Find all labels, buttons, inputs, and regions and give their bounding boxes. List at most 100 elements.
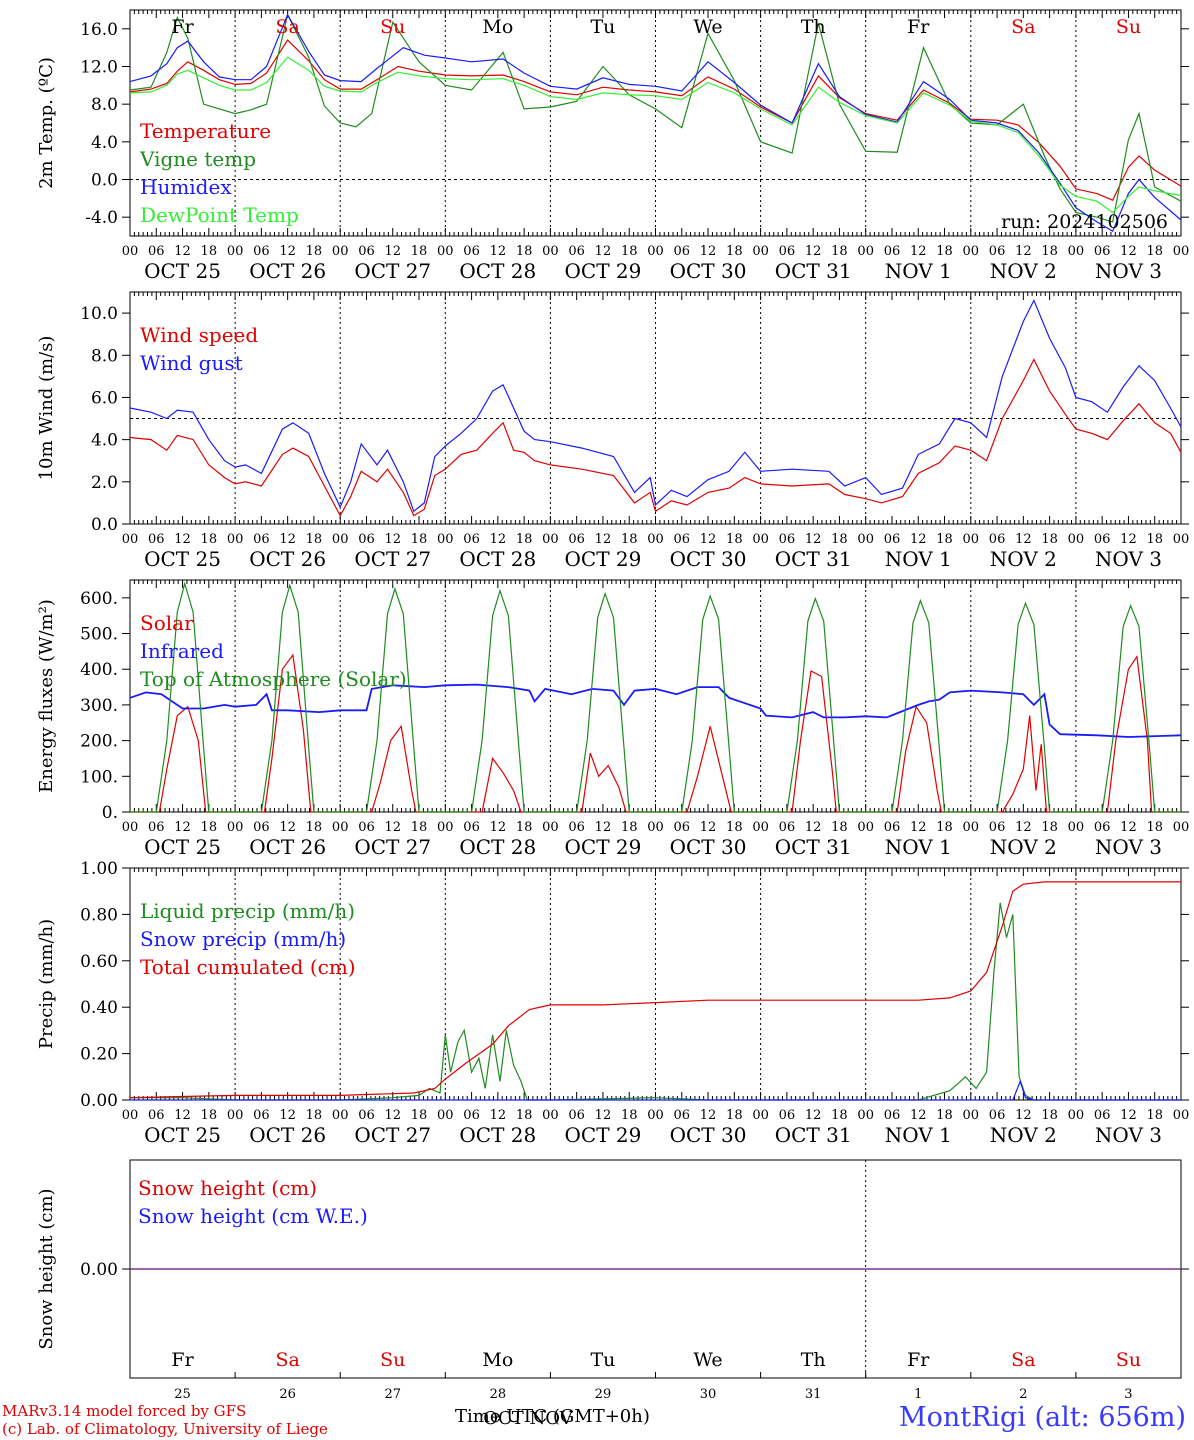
hour-tick-label: 00 (542, 1108, 559, 1123)
hour-tick-label: 18 (726, 820, 743, 835)
hour-tick-label: 06 (253, 1108, 270, 1123)
weekday-label: Mo (482, 16, 513, 38)
month-overprint: OCT NOV (483, 1408, 573, 1429)
y-tick-label: 0.60 (80, 952, 118, 972)
series-line-top-of-atmosphere-solar- (130, 581, 1181, 813)
hour-tick-label: 06 (989, 820, 1006, 835)
hour-tick-label: 18 (201, 244, 218, 259)
hour-tick-label: 18 (411, 532, 428, 547)
hour-tick-label: 18 (831, 1108, 848, 1123)
weekday-label: We (693, 16, 722, 38)
hour-tick-label: 00 (227, 244, 244, 259)
hour-tick-label: 18 (1146, 532, 1163, 547)
hour-tick-label: 00 (437, 532, 454, 547)
weekday-label: Fr (907, 1349, 930, 1371)
day-number-label: 28 (490, 1387, 507, 1402)
y-tick-label: 0.00 (80, 1091, 118, 1111)
hour-tick-label: 18 (1041, 1108, 1058, 1123)
y-tick-label: 0.0 (91, 171, 118, 191)
day-number-label: 26 (279, 1387, 296, 1402)
day-number-label: 1 (914, 1387, 922, 1402)
day-label: NOV 2 (990, 1123, 1057, 1147)
y-axis-label: Snow height (cm) (36, 1188, 57, 1349)
hour-tick-label: 18 (936, 532, 953, 547)
hour-tick-label: 00 (227, 820, 244, 835)
weekday-label: Th (801, 1349, 826, 1371)
day-label: OCT 31 (775, 259, 852, 283)
day-label: OCT 26 (249, 835, 326, 859)
legend-entry: Snow precip (mm/h) (140, 927, 346, 951)
hour-tick-label: 06 (568, 820, 585, 835)
hour-tick-label: 12 (384, 1108, 401, 1123)
hour-tick-label: 00 (1068, 244, 1085, 259)
day-label: OCT 28 (459, 1123, 536, 1147)
hour-tick-label: 00 (647, 532, 664, 547)
series-line-temperature (129, 39, 1182, 201)
y-tick-label: 0.80 (80, 905, 118, 925)
y-tick-label: 0.20 (80, 1045, 118, 1065)
hour-tick-label: 06 (358, 244, 375, 259)
hour-tick-label: 06 (568, 244, 585, 259)
day-number-label: 25 (174, 1387, 191, 1402)
hour-tick-label: 06 (989, 1108, 1006, 1123)
hour-tick-label: 12 (174, 532, 191, 547)
hour-tick-label: 06 (463, 1108, 480, 1123)
hour-tick-label: 12 (490, 244, 507, 259)
weekday-label: Sa (275, 16, 299, 38)
hour-tick-label: 12 (1015, 820, 1032, 835)
hour-tick-label: 00 (122, 820, 139, 835)
hour-tick-label: 12 (595, 532, 612, 547)
day-label: OCT 31 (775, 547, 852, 571)
hour-tick-label: 18 (1041, 532, 1058, 547)
hour-tick-label: 00 (122, 244, 139, 259)
series-line-wind-speed (129, 358, 1182, 517)
hour-tick-label: 18 (726, 532, 743, 547)
hour-tick-label: 06 (989, 244, 1006, 259)
hour-tick-label: 06 (674, 244, 691, 259)
day-label: OCT 27 (354, 547, 431, 571)
hour-tick-label: 18 (516, 820, 533, 835)
hour-tick-label: 00 (647, 820, 664, 835)
legend-entry: Infrared (140, 639, 224, 663)
hour-tick-label: 18 (201, 532, 218, 547)
hour-tick-label: 00 (437, 1108, 454, 1123)
hour-tick-label: 06 (1094, 1108, 1111, 1123)
hour-tick-label: 18 (411, 820, 428, 835)
hour-tick-label: 00 (963, 820, 980, 835)
hour-tick-label: 18 (936, 244, 953, 259)
hour-tick-label: 00 (542, 244, 559, 259)
y-axis-label: Precip (mm/h) (36, 919, 57, 1049)
y-tick-label: 6.0 (91, 388, 118, 408)
hour-tick-label: 12 (1015, 532, 1032, 547)
day-number-label: 30 (700, 1387, 717, 1402)
station-label: MontRigi (alt: 656m) (898, 1402, 1186, 1433)
day-label: OCT 25 (144, 259, 221, 283)
day-label: OCT 27 (354, 835, 431, 859)
y-tick-label: 0.00 (80, 1260, 118, 1280)
hour-tick-label: 00 (752, 1108, 769, 1123)
series-line-liquid-precip-mm-h- (130, 902, 1181, 1101)
hour-tick-label: 18 (831, 820, 848, 835)
hour-tick-label: 06 (358, 532, 375, 547)
y-tick-label: 8.0 (91, 346, 118, 366)
hour-tick-label: 12 (910, 244, 927, 259)
y-tick-label: 0. (102, 803, 118, 823)
hour-tick-label: 00 (1068, 532, 1085, 547)
hour-tick-label: 00 (332, 244, 349, 259)
y-tick-label: 200. (80, 732, 118, 752)
day-label: NOV 3 (1095, 1123, 1162, 1147)
hour-tick-label: 12 (174, 244, 191, 259)
day-label: OCT 29 (565, 547, 642, 571)
y-tick-label: 600. (80, 589, 118, 609)
hour-tick-label: 12 (1120, 1108, 1137, 1123)
hour-tick-label: 00 (1173, 532, 1190, 547)
y-tick-label: 16.0 (80, 20, 118, 40)
day-label: OCT 28 (459, 547, 536, 571)
day-label: NOV 1 (885, 259, 952, 283)
y-tick-label: 10.0 (80, 304, 118, 324)
legend-entry: Liquid precip (mm/h) (140, 899, 355, 923)
y-tick-label: 500. (80, 625, 118, 645)
hour-tick-label: 18 (306, 532, 323, 547)
hour-tick-label: 00 (437, 820, 454, 835)
lab-credit: (c) Lab. of Climatology, University of L… (2, 1420, 328, 1438)
